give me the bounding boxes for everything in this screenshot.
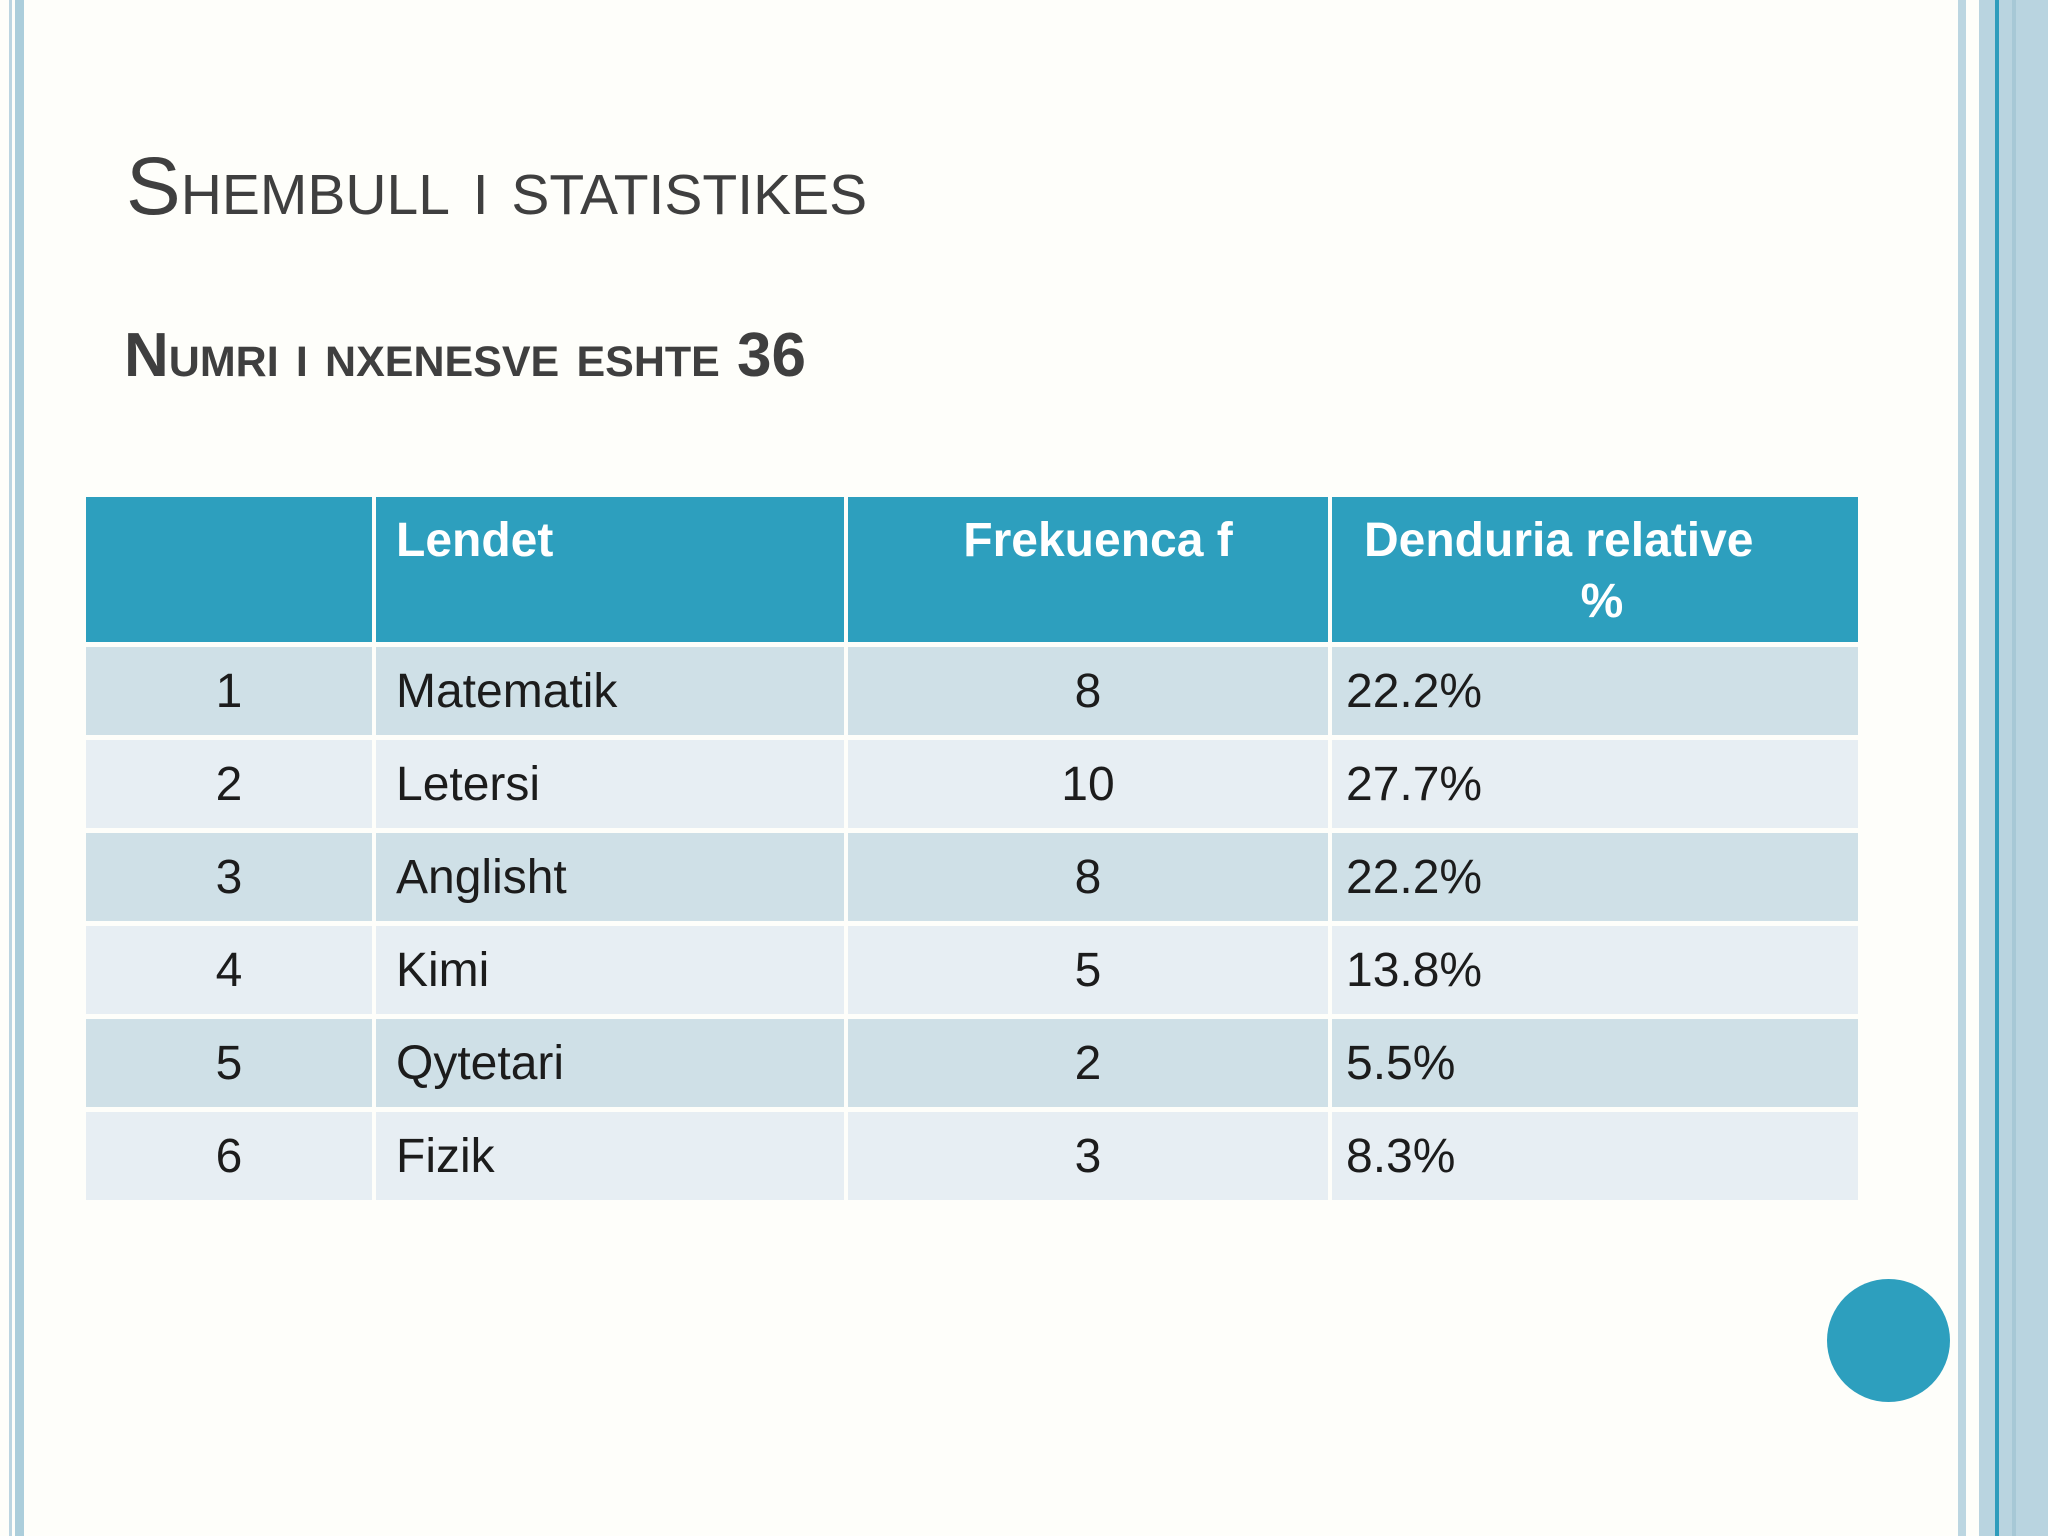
table-row-subject: Qytetari (376, 1019, 844, 1107)
table-row-index: 2 (86, 740, 372, 828)
table-row-index: 1 (86, 647, 372, 735)
table-row-subject: Matematik (376, 647, 844, 735)
table-row-index: 5 (86, 1019, 372, 1107)
table-header-denduria-label: Denduria relative (1364, 514, 1754, 567)
table-row-relative: 22.2% (1332, 833, 1858, 921)
table-row-frequency: 8 (848, 647, 1328, 735)
table-row-relative: 5.5% (1332, 1019, 1858, 1107)
table-header-frekuenca: Frekuenca f (848, 497, 1328, 642)
slide-title: Shembull i statistikes (126, 141, 868, 232)
right-border-thin-stripe (1958, 0, 1966, 1536)
table-row-subject: Kimi (376, 926, 844, 1014)
statistics-table: Lendet Frekuenca f Denduria relative % 1… (86, 497, 1858, 1200)
table-header-lendet: Lendet (376, 497, 844, 642)
table-row-index: 3 (86, 833, 372, 921)
table-row-frequency: 2 (848, 1019, 1328, 1107)
table-row-relative: 13.8% (1332, 926, 1858, 1014)
table-row-frequency: 3 (848, 1112, 1328, 1200)
table-row-frequency: 5 (848, 926, 1328, 1014)
table-row-index: 4 (86, 926, 372, 1014)
left-border-wide-stripe (15, 0, 24, 1536)
table-row-subject: Fizik (376, 1112, 844, 1200)
slide-subtitle: Numri i nxenesve eshte 36 (124, 321, 807, 390)
table-header-percent-sign: % (1580, 575, 1624, 628)
table-row-relative: 8.3% (1332, 1112, 1858, 1200)
table-row-subject: Anglisht (376, 833, 844, 921)
table-header-denduria: Denduria relative % (1332, 497, 1858, 642)
left-border-thin-stripe (9, 0, 12, 1536)
right-border-dark-line (1995, 0, 1999, 1536)
table-row-relative: 22.2% (1332, 647, 1858, 735)
table-row-frequency: 8 (848, 833, 1328, 921)
table-row-index: 6 (86, 1112, 372, 1200)
table-row-subject: Letersi (376, 740, 844, 828)
table-row-frequency: 10 (848, 740, 1328, 828)
accent-circle (1827, 1279, 1950, 1402)
right-border-mid-line (2012, 0, 2016, 1536)
table-header-empty (86, 497, 372, 642)
table-row-relative: 27.7% (1332, 740, 1858, 828)
